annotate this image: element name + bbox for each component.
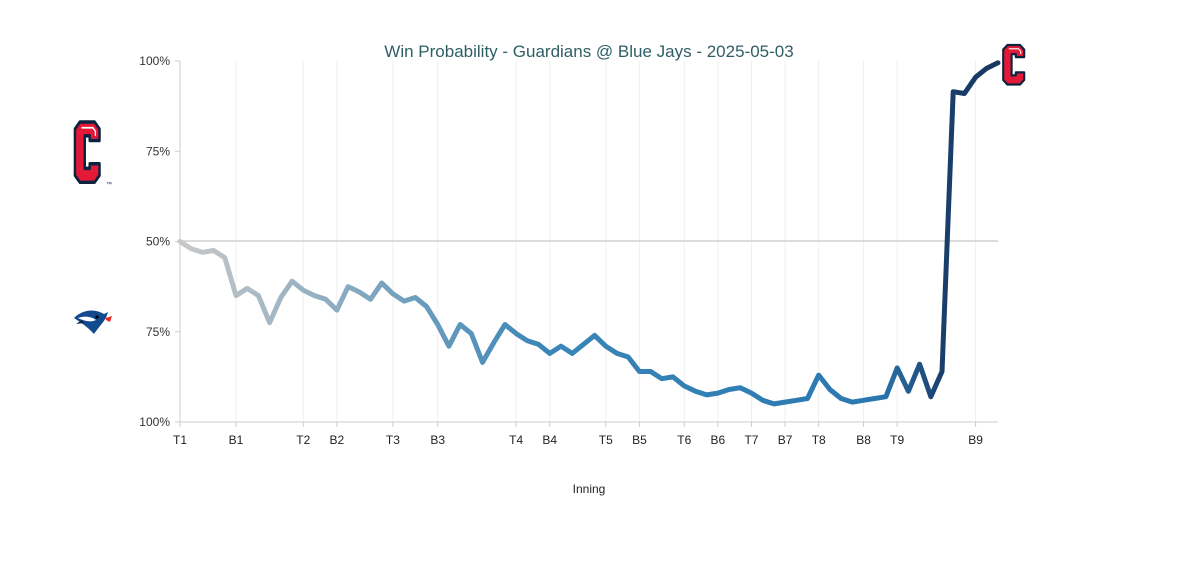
x-tick-label: B6 [711,433,726,447]
blue-jays-logo-icon [74,310,112,334]
y-tick-label: 100% [139,415,170,429]
y-tick-label: 100% [139,54,170,68]
x-tick-label: T4 [509,433,523,447]
x-tick-label: T8 [812,433,826,447]
y-tick-label: 50% [146,235,170,249]
x-tick-label: B1 [229,433,244,447]
x-tick-label: B4 [542,433,557,447]
x-tick-label: T1 [173,433,187,447]
x-tick-label: T9 [890,433,904,447]
x-tick-labels: T1 B1 T2 B2 T3 B3 T4 B4 T5 B5 T6 B6 T7 B7 T8 B8 T9 B9 [173,422,983,447]
x-tick-label: T7 [744,433,758,447]
x-tick-label: T2 [296,433,310,447]
y-tick-label: 75% [146,325,170,339]
x-tick-label: B8 [856,433,871,447]
x-tick-label: B2 [330,433,345,447]
x-tick-label: T6 [677,433,691,447]
guardians-logo-icon [73,120,102,185]
guardians-logo-trademark: ™ [106,181,112,188]
x-axis-label: Inning [573,482,606,496]
x-tick-label: T3 [386,433,400,447]
x-tick-label: T5 [599,433,613,447]
win-probability-line [177,60,1001,407]
x-tick-label: B5 [632,433,647,447]
y-tick-label: 75% [146,144,170,158]
x-tick-label: B9 [968,433,983,447]
axes [179,61,998,423]
guardians-end-logo-icon [1002,43,1026,86]
chart-title: Win Probability - Guardians @ Blue Jays … [384,42,793,61]
x-tick-label: B3 [430,433,445,447]
x-tick-label: B7 [778,433,793,447]
y-tick-labels: 100% 75% 50% 75% 100% [139,54,180,429]
win-probability-series [177,60,1001,407]
